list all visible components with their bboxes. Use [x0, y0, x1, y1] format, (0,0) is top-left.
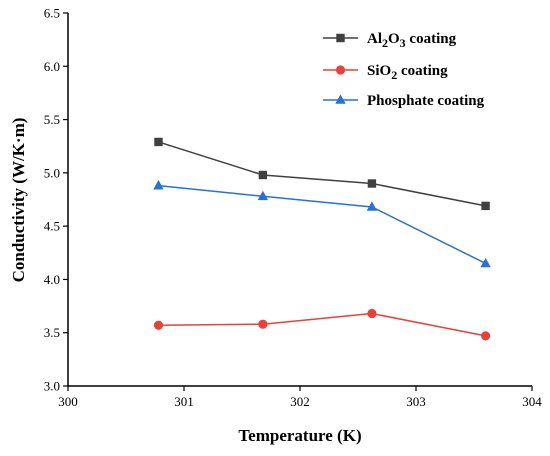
x-tick-label: 300: [58, 394, 78, 409]
legend-item-sio2-coating: SiO2 coating: [323, 63, 448, 82]
x-tick-label: 301: [174, 394, 194, 409]
legend-subscript: 2: [391, 68, 397, 82]
point-phosphate-coating: [153, 180, 164, 190]
x-tick-label: 304: [522, 394, 542, 409]
y-tick-label: 6.0: [44, 59, 60, 74]
x-axis-title: Temperature (K): [238, 426, 361, 445]
line-sio2-coating: [158, 312, 486, 337]
line-phosphate-coating: [158, 184, 486, 265]
legend-label: SiO2 coating: [367, 63, 448, 82]
legend-item-phosphate-coating: Phosphate coating: [323, 93, 485, 109]
point-phosphate-coating: [480, 257, 491, 268]
point-al2o3-coating: [258, 170, 268, 180]
legend-text-part: coating: [406, 31, 457, 47]
y-tick-label: 3.5: [44, 325, 60, 340]
legend-label: Phosphate coating: [367, 93, 485, 109]
y-tick-label: 5.5: [44, 112, 60, 127]
legend-item-al2o3-coating: Al2O3 coating: [323, 31, 457, 50]
y-tick-label: 4.5: [44, 219, 60, 234]
point-sio2-coating: [258, 319, 268, 329]
point-al2o3-coating: [367, 179, 377, 188]
axis-ticks: 300 301 302 303 304 3.0 3.5 4.0 4.5 5.0 5.5 6.0 6.5: [44, 6, 543, 410]
point-al2o3-coating: [154, 137, 163, 147]
point-phosphate-coating: [366, 201, 378, 211]
legend-swatch-marker: [335, 94, 346, 104]
legend-subscript: 2: [382, 36, 388, 50]
legend-text-part: O: [388, 31, 400, 47]
series-phosphate-coating: [153, 180, 491, 268]
legend-label: Al2O3 coating: [367, 31, 457, 50]
point-al2o3-coating: [481, 201, 490, 211]
series-al2o3-coating: [154, 137, 490, 211]
series-layer: [153, 137, 491, 341]
y-tick-label: 6.5: [44, 6, 60, 21]
legend-swatch-marker: [336, 33, 345, 43]
legend-subscript: 3: [400, 36, 406, 50]
point-sio2-coating: [153, 320, 164, 330]
y-tick-label: 4.0: [44, 272, 60, 287]
legend-swatch-marker: [335, 65, 346, 75]
legend-text-part: Al: [367, 31, 382, 47]
y-axis-title: Conductivity (W/K·m): [9, 118, 28, 283]
legend-text-part: Phosphate coating: [367, 93, 485, 109]
series-sio2-coating: [153, 308, 491, 341]
legend-text-part: SiO: [367, 63, 391, 79]
line-al2o3-coating: [158, 141, 486, 207]
point-sio2-coating: [367, 308, 377, 319]
y-tick-label: 3.0: [44, 379, 60, 394]
x-tick-label: 303: [406, 394, 426, 409]
legend-text-part: coating: [397, 63, 448, 79]
x-tick-label: 302: [290, 394, 310, 409]
point-phosphate-coating: [257, 190, 269, 201]
point-sio2-coating: [481, 331, 491, 341]
y-tick-label: 5.0: [44, 165, 60, 180]
